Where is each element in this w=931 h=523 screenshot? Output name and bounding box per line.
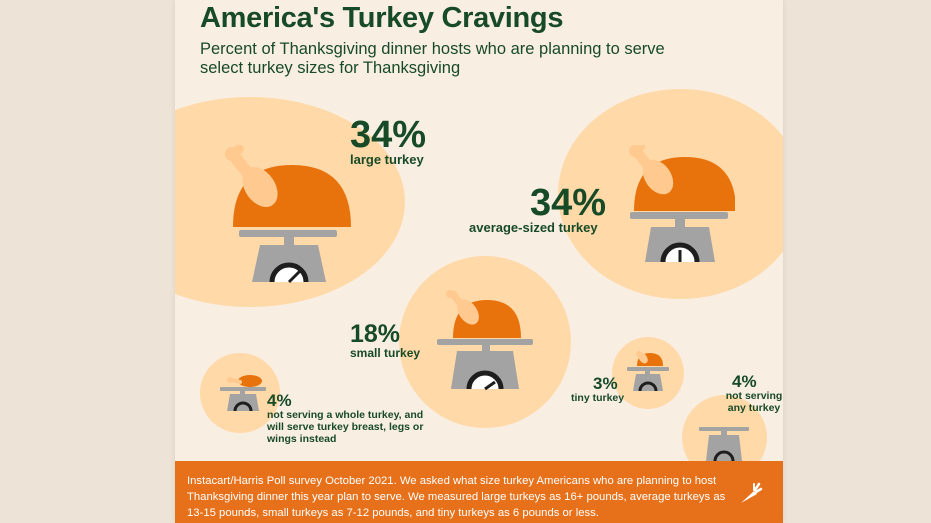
left-backdrop	[0, 0, 175, 523]
label-not-whole-turkey: not serving a whole turkey, and will ser…	[267, 409, 424, 445]
label-small-turkey: small turkey	[350, 346, 421, 360]
page-subtitle: Percent of Thanksgiving dinner hosts who…	[200, 40, 665, 77]
label-tiny-turkey: tiny turkey	[571, 392, 625, 404]
value-large-turkey: 34%	[350, 114, 427, 156]
carrot-logo-icon	[741, 482, 763, 503]
value-average-turkey: 34%	[530, 182, 607, 224]
infographic-card: America's Turkey Cravings Percent of Tha…	[175, 0, 783, 523]
turkey-leg-on-scale-icon	[220, 375, 266, 412]
survey-note: Instacart/Harris Poll survey October 202…	[187, 475, 726, 519]
label-no-turkey: not serving any turkey	[725, 390, 783, 414]
turkey-on-scale-icon-average	[629, 145, 735, 263]
value-tiny-turkey: 3%	[593, 374, 618, 393]
value-no-turkey: 4%	[732, 372, 757, 391]
label-large-turkey: large turkey	[350, 152, 424, 167]
right-backdrop	[783, 0, 931, 523]
page-title: America's Turkey Cravings	[200, 2, 564, 34]
survey-footer: Instacart/Harris Poll survey October 202…	[175, 461, 783, 523]
turkey-on-scale-icon	[225, 145, 351, 284]
value-not-whole-turkey: 4%	[267, 391, 292, 410]
value-small-turkey: 18%	[350, 320, 401, 348]
label-average-turkey: average-sized turkey	[469, 220, 598, 235]
tiny-turkey-on-scale-icon	[627, 351, 669, 392]
turkey-on-scale-icon-small	[437, 290, 533, 391]
empty-scale-icon	[699, 427, 749, 461]
